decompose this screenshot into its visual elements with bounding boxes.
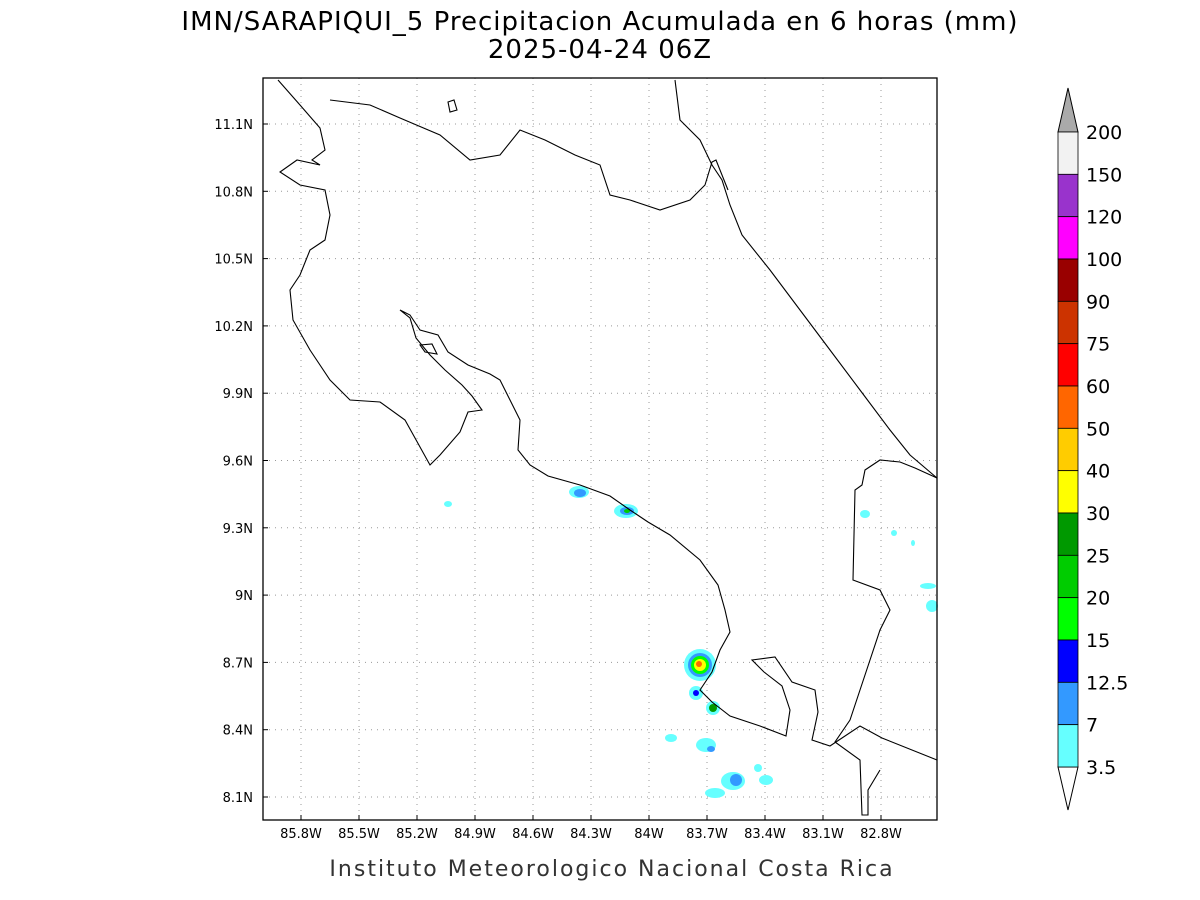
- colorbar-box: [1057, 597, 1079, 641]
- colorbar-over: [1057, 87, 1079, 133]
- y-tick-label: 10.8N: [214, 185, 253, 200]
- colorbar-box: [1057, 554, 1079, 599]
- precipitation: [444, 486, 938, 798]
- colorbar-label: 40: [1086, 461, 1110, 483]
- colorbar-label: 12.5: [1086, 672, 1128, 694]
- y-tick-label: 10.5N: [214, 253, 253, 268]
- colorbar-box: [1057, 300, 1079, 345]
- footer: Instituto Meteorologico Nacional Costa R…: [329, 857, 894, 882]
- y-tick-label: 10.2N: [214, 320, 253, 335]
- colorbar-box: [1057, 470, 1079, 514]
- x-tick-label: 85.2W: [396, 827, 438, 842]
- x-tick-label: 83.4W: [744, 827, 786, 842]
- y-tick-label: 8.4N: [223, 724, 253, 739]
- colorbar: 200 150 120 100 90 75 60 50 40 30 25 20 15 12.5 7 3.5: [1057, 87, 1128, 811]
- colorbar-box: [1057, 427, 1079, 472]
- colorbar-box: [1057, 385, 1079, 429]
- y-tick-label: 8.7N: [223, 656, 253, 671]
- colorbar-label: 100: [1086, 249, 1122, 271]
- colorbar-label: 30: [1086, 503, 1110, 525]
- colorbar-label: 25: [1086, 545, 1110, 567]
- grid: [263, 78, 937, 820]
- y-tick-label: 9N: [235, 589, 253, 604]
- colorbar-box: [1057, 258, 1079, 302]
- x-tick-label: 83.1W: [802, 827, 844, 842]
- x-tick-label: 84.6W: [512, 827, 554, 842]
- map-frame: [262, 77, 938, 821]
- colorbar-box: [1057, 343, 1079, 387]
- x-tick-label: 84W: [634, 827, 664, 842]
- y-tick-label: 8.1N: [223, 791, 253, 806]
- coastline: [277, 79, 938, 816]
- colorbar-box: [1057, 724, 1079, 768]
- colorbar-box: [1057, 639, 1079, 683]
- colorbar-box: [1057, 216, 1079, 260]
- y-tick-label: 11.1N: [214, 118, 253, 133]
- x-tick-label: 85.8W: [280, 827, 322, 842]
- colorbar-label: 60: [1086, 376, 1110, 398]
- colorbar-label: 15: [1086, 630, 1110, 652]
- colorbar-box: [1057, 512, 1079, 556]
- x-tick-label: 84.9W: [454, 827, 496, 842]
- x-tick-label: 85.5W: [338, 827, 380, 842]
- colorbar-box: [1057, 131, 1079, 175]
- colorbar-label: 120: [1086, 207, 1122, 229]
- colorbar-label: 90: [1086, 291, 1110, 313]
- colorbar-label: 7: [1086, 715, 1098, 737]
- y-tick-label: 9.9N: [223, 387, 253, 402]
- subtitle: 2025-04-24 06Z: [488, 35, 712, 65]
- colorbar-label: 20: [1086, 588, 1110, 610]
- x-tick-label: 84.3W: [570, 827, 612, 842]
- colorbar-label: 50: [1086, 418, 1110, 440]
- x-tick-label: 82.8W: [860, 827, 902, 842]
- y-tick-label: 9.3N: [223, 522, 253, 537]
- axis-labels: 85.8W 85.5W 85.2W 84.9W 84.6W 84.3W 84W 83.7W 83…: [214, 118, 902, 842]
- colorbar-under: [1057, 766, 1079, 811]
- colorbar-label: 200: [1086, 122, 1122, 144]
- colorbar-label: 75: [1086, 334, 1110, 356]
- title: IMN/SARAPIQUI_5 Precipitacion Acumulada …: [181, 7, 1018, 37]
- colorbar-box: [1057, 173, 1079, 218]
- x-tick-label: 83.7W: [686, 827, 728, 842]
- y-tick-label: 9.6N: [223, 455, 253, 470]
- colorbar-box: [1057, 681, 1079, 726]
- colorbar-label: 150: [1086, 164, 1122, 186]
- colorbar-label: 3.5: [1086, 757, 1116, 779]
